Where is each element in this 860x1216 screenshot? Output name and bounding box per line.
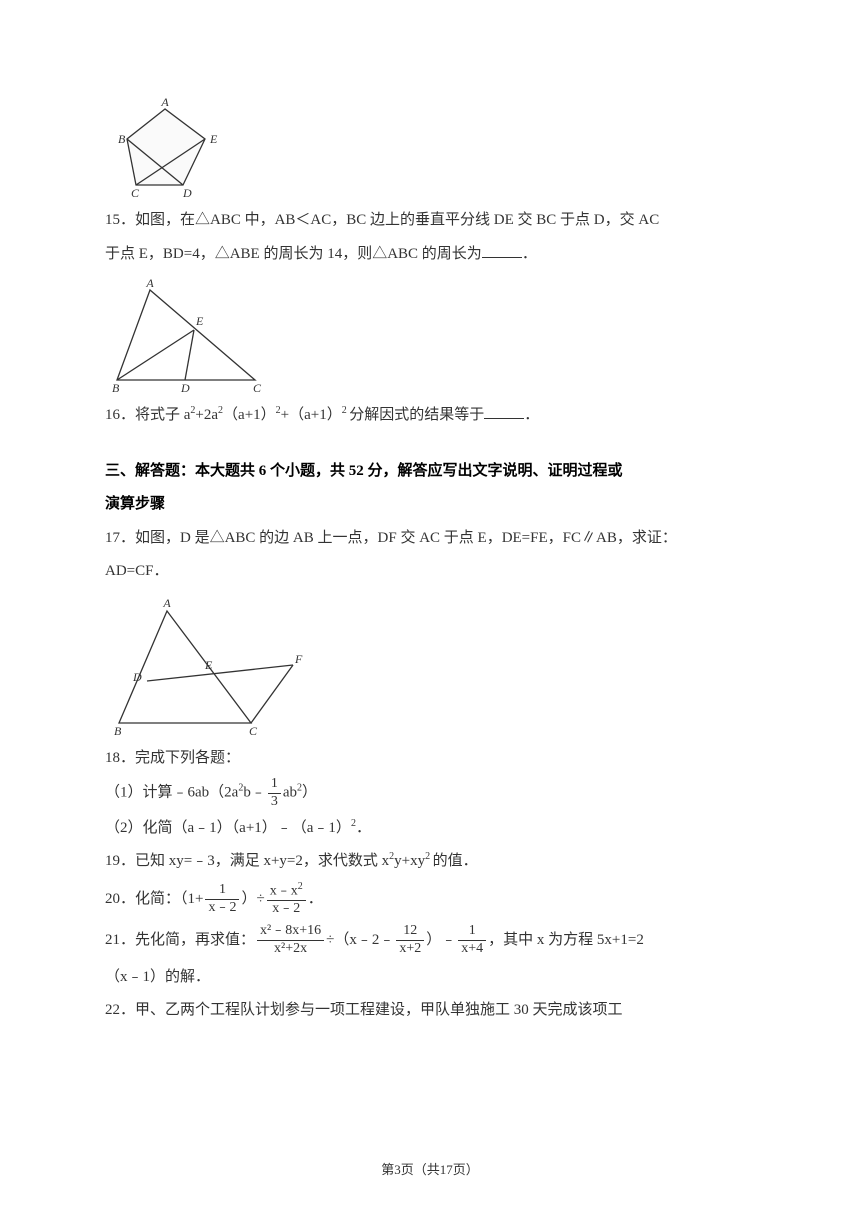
frac-num: x²﹣8x+16 — [257, 923, 324, 941]
q16-p1: 16．将式子 a — [105, 407, 190, 423]
q19-p1: 19．已知 xy=﹣3，满足 x+y=2，求代数式 x — [105, 853, 389, 869]
q21-line1: 21．先化简，再求值：x²﹣8x+16x²+2x÷（x﹣2﹣12x+2）﹣1x+… — [105, 921, 755, 960]
q22: 22．甲、乙两个工程队计划参与一项工程建设，甲队单独施工 30 天完成该项工 — [105, 995, 755, 1027]
blank-fill — [484, 404, 524, 419]
q16-p5: 分解因式的结果等于 — [349, 407, 484, 423]
q19-p2: y+xy — [394, 853, 425, 869]
page-footer: 第3页（共17页） — [0, 1159, 860, 1178]
q18-sub2: （2）化简（a﹣1）（a+1）﹣（a﹣1）2． — [105, 813, 755, 845]
q18-sub1: （1）计算﹣6ab（2a2b﹣13ab2） — [105, 776, 755, 811]
fraction: 13 — [268, 776, 281, 811]
frac-den: x+4 — [458, 941, 486, 958]
frac-den: 3 — [268, 794, 281, 811]
q16-p2: +2a — [195, 407, 218, 423]
q16-p3: （a+1） — [223, 407, 276, 423]
q15-suffix: ． — [522, 246, 537, 262]
blank-fill — [482, 243, 522, 258]
frac-den: x²+2x — [257, 941, 324, 958]
svg-text:F: F — [294, 652, 303, 666]
svg-text:B: B — [114, 724, 122, 738]
svg-text:E: E — [204, 658, 213, 672]
frac-den: x﹣2 — [205, 900, 239, 917]
q21-line2: （x﹣1）的解． — [105, 962, 755, 994]
frac-den: x+2 — [396, 941, 424, 958]
q19-end: 的值． — [433, 853, 478, 869]
fraction: 1x+4 — [458, 923, 486, 958]
fraction: 12x+2 — [396, 923, 424, 958]
q20-end: ． — [308, 891, 323, 907]
q21-m3: ，其中 x 为方程 5x+1=2 — [488, 932, 644, 948]
svg-text:A: A — [145, 276, 154, 290]
svg-text:C: C — [253, 381, 262, 395]
q20: 20．化简：（1+1x﹣2）÷x﹣x2x﹣2． — [105, 880, 755, 919]
fraction: 1x﹣2 — [205, 882, 239, 917]
q21-m1: ÷（x﹣2﹣ — [326, 932, 394, 948]
frac-num: 1 — [268, 776, 281, 794]
svg-text:E: E — [209, 132, 218, 146]
svg-text:B: B — [112, 381, 120, 395]
fraction: x﹣x2x﹣2 — [267, 881, 306, 918]
q18-s1-end: ） — [302, 785, 317, 801]
q15-text: 于点 E，BD=4，△ABE 的周长为 14，则△ABC 的周长为 — [105, 246, 482, 262]
q18-s1-p3: ab — [283, 785, 297, 801]
exp: 2 — [425, 851, 433, 862]
q19: 19．已知 xy=﹣3，满足 x+y=2，求代数式 x2y+xy2 的值． — [105, 846, 755, 878]
exp: 2 — [298, 881, 303, 892]
frac-num: 1 — [205, 882, 239, 900]
section3-line2: 演算步骤 — [105, 489, 755, 521]
frac-num: 1 — [458, 923, 486, 941]
q16-p4: +（a+1） — [281, 407, 342, 423]
q15-line1: 15．如图，在△ABC 中，AB＜AC，BC 边上的垂直平分线 DE 交 BC … — [105, 205, 755, 237]
figure-pentagon: A B E C D — [105, 95, 755, 200]
frac-num-text: x﹣x — [270, 883, 298, 898]
frac-num: x﹣x2 — [267, 881, 306, 901]
svg-text:D: D — [182, 186, 192, 200]
q16-suffix: ． — [524, 407, 539, 423]
figure-triangle-2: A D E F B C — [105, 593, 755, 738]
svg-text:D: D — [132, 670, 142, 684]
q18-s2-end: ． — [356, 820, 371, 836]
svg-text:C: C — [249, 724, 258, 738]
svg-text:A: A — [160, 95, 169, 109]
q18-header: 18．完成下列各题： — [105, 743, 755, 775]
q17-line2: AD=CF． — [105, 556, 755, 588]
q18-s1-p1: （1）计算﹣6ab（2a — [105, 785, 238, 801]
q18-s2-text: （2）化简（a﹣1）（a+1）﹣（a﹣1） — [105, 820, 351, 836]
frac-num: 12 — [396, 923, 424, 941]
section3-line1: 三、解答题：本大题共 6 个小题，共 52 分，解答应写出文字说明、证明过程或 — [105, 456, 755, 488]
svg-text:E: E — [195, 314, 204, 328]
spacer — [105, 434, 755, 454]
q21-m2: ）﹣ — [426, 932, 456, 948]
q20-p1: 20．化简：（1+ — [105, 891, 203, 907]
q17-line1: 17．如图，D 是△ABC 的边 AB 上一点，DF 交 AC 于点 E，DE=… — [105, 523, 755, 555]
svg-text:D: D — [180, 381, 190, 395]
q18-s1-p2: b﹣ — [243, 785, 266, 801]
q20-mid: ）÷ — [241, 891, 264, 907]
q15-line2: 于点 E，BD=4，△ABE 的周长为 14，则△ABC 的周长为 ． — [105, 239, 755, 271]
figure-triangle-1: A E B D C — [105, 275, 755, 395]
svg-text:C: C — [131, 186, 140, 200]
q16: 16．将式子 a2+2a2（a+1）2+（a+1）2 分解因式的结果等于． — [105, 400, 755, 432]
page-content: A B E C D 15．如图，在△ABC 中，AB＜AC，BC 边上的垂直平分… — [105, 95, 755, 1027]
fraction: x²﹣8x+16x²+2x — [257, 923, 324, 958]
svg-text:A: A — [162, 596, 171, 610]
frac-den: x﹣2 — [267, 901, 306, 918]
svg-text:B: B — [118, 132, 126, 146]
q21-p1: 21．先化简，再求值： — [105, 932, 255, 948]
